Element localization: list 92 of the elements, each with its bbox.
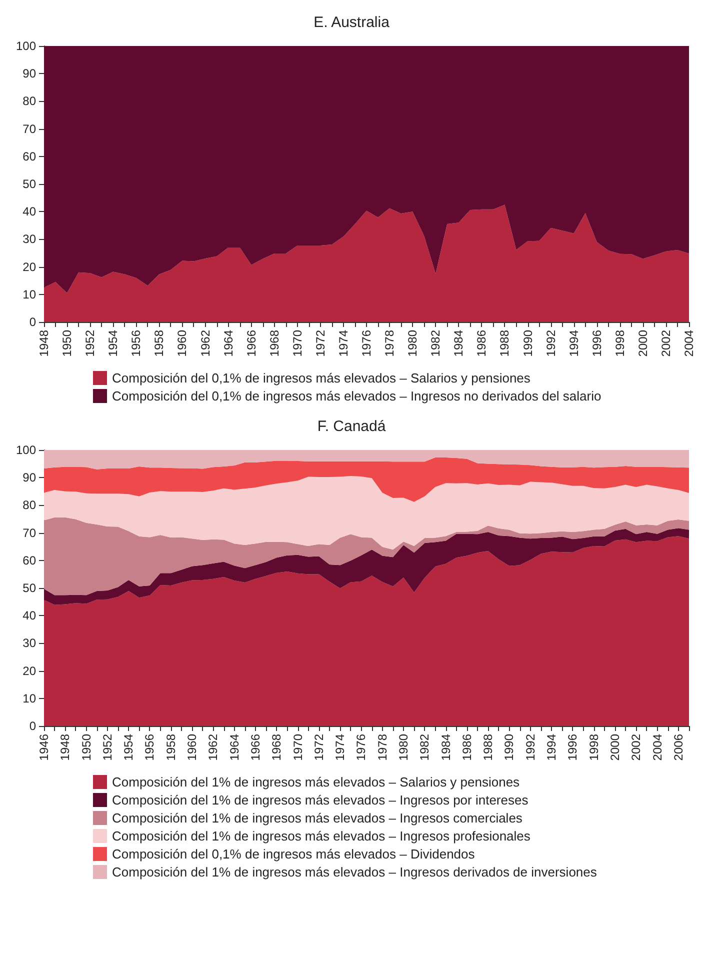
x-tick-label: 1994: [544, 734, 559, 761]
x-tick-label: 1968: [267, 330, 282, 357]
chart-title: F. Canadá: [317, 418, 386, 435]
x-tick-label: 1978: [382, 330, 397, 357]
x-tick-label: 2004: [650, 734, 664, 761]
x-tick-label: 1984: [452, 330, 466, 357]
x-tick-label: 1952: [83, 330, 98, 357]
x-tick-label: 1990: [520, 330, 535, 357]
y-tick-label: 70: [22, 526, 36, 540]
x-tick-label: 1998: [612, 330, 627, 357]
legend-label: Composición del 1% de ingresos más elevados – Salarios y pensiones: [112, 774, 520, 790]
x-tick-label: 1996: [566, 734, 580, 761]
x-tick-label: 1980: [406, 330, 420, 357]
y-tick-label: 60: [22, 553, 36, 568]
x-tick-label: 1948: [58, 734, 72, 761]
x-tick-label: 1992: [523, 734, 538, 761]
legend-label: Composición del 1% de ingresos más elevados – Ingresos comerciales: [112, 810, 523, 826]
x-tick-label: 2002: [629, 734, 644, 761]
x-tick-label: 1950: [79, 734, 94, 761]
y-tick-label: 20: [22, 260, 36, 274]
y-tick-label: 40: [22, 608, 36, 623]
legend-label: Composición del 0,1% de ingresos más elevados – Ingresos no derivados del salario: [112, 388, 602, 404]
y-tick-label: 60: [22, 149, 36, 164]
x-tick-label: 1972: [313, 330, 328, 357]
chart-title: E. Australia: [314, 14, 390, 31]
x-tick-label: 1962: [206, 734, 220, 761]
x-tick-label: 1964: [221, 330, 236, 357]
y-tick-label: 10: [22, 287, 36, 302]
x-tick-label: 1994: [566, 330, 581, 357]
x-tick-label: 1972: [312, 734, 326, 761]
x-tick-label: 1996: [590, 330, 604, 357]
x-tick-label: 1954: [106, 330, 120, 357]
y-tick-label: 30: [22, 232, 36, 246]
y-tick-label: 50: [22, 177, 36, 191]
x-tick-label: 1976: [354, 734, 368, 761]
x-tick-label: 2000: [608, 734, 622, 761]
x-tick-label: 1978: [375, 734, 390, 761]
x-tick-label: 1974: [336, 330, 350, 357]
x-tick-label: 2000: [636, 330, 650, 357]
x-tick-label: 1958: [164, 734, 178, 761]
y-tick-label: 30: [22, 636, 36, 650]
legend-label: Composición del 0,1% de ingresos más elevados – Salarios y pensiones: [112, 370, 531, 386]
x-tick-label: 1954: [122, 734, 136, 761]
x-tick-label: 1956: [142, 734, 157, 761]
x-tick-label: 1986: [460, 734, 474, 761]
x-tick-label: 1960: [175, 330, 190, 357]
legend-label: Composición del 0,1% de ingresos más elevados – Dividendos: [112, 846, 476, 862]
x-tick-label: 2004: [682, 330, 696, 357]
x-tick-label: 1952: [100, 734, 114, 761]
x-tick-label: 1988: [481, 734, 496, 761]
x-tick-label: 1958: [152, 330, 166, 357]
legend-label: Composición del 1% de ingresos más elevados – Ingresos profesionales: [112, 828, 531, 844]
y-tick-label: 100: [16, 443, 36, 457]
y-tick-label: 80: [22, 94, 36, 108]
x-tick-label: 1974: [333, 734, 348, 761]
x-tick-label: 1960: [185, 734, 200, 761]
x-tick-label: 1970: [290, 330, 304, 357]
x-tick-label: 1998: [586, 734, 601, 761]
x-tick-label: 1946: [37, 734, 51, 761]
x-tick-label: 1990: [502, 734, 516, 761]
x-tick-label: 1986: [474, 330, 489, 357]
x-tick-label: 1950: [60, 330, 74, 357]
x-tick-label: 1966: [244, 330, 258, 357]
x-tick-label: 1970: [290, 734, 305, 761]
legend-label: Composición del 1% de ingresos más elevados – Ingresos derivados de inversiones: [112, 864, 598, 880]
x-tick-label: 1982: [418, 734, 432, 761]
x-tick-label: 2006: [671, 734, 686, 761]
x-tick-label: 1964: [227, 734, 242, 761]
x-tick-label: 1980: [396, 734, 411, 761]
x-tick-label: 1948: [37, 330, 51, 357]
x-tick-label: 1988: [498, 330, 512, 357]
y-tick-label: 10: [22, 691, 36, 706]
x-tick-label: 1992: [544, 330, 558, 357]
y-tick-label: 40: [22, 204, 36, 219]
y-tick-label: 90: [22, 470, 36, 485]
y-tick-label: 70: [22, 122, 36, 136]
y-tick-label: 0: [29, 719, 36, 733]
x-tick-label: 1984: [438, 734, 453, 761]
x-tick-label: 1966: [248, 734, 262, 761]
y-tick-label: 50: [22, 581, 36, 595]
legend-label: Composición del 1% de ingresos más elevados – Ingresos por intereses: [112, 792, 529, 808]
x-tick-label: 1956: [129, 330, 144, 357]
y-tick-label: 80: [22, 498, 36, 512]
x-tick-label: 1968: [270, 734, 284, 761]
x-tick-label: 1982: [428, 330, 443, 357]
y-tick-label: 100: [16, 39, 36, 53]
x-tick-label: 1962: [198, 330, 212, 357]
x-tick-label: 1976: [360, 330, 374, 357]
y-tick-label: 90: [22, 66, 36, 81]
x-tick-label: 2002: [658, 330, 673, 357]
y-tick-label: 0: [29, 315, 36, 329]
y-tick-label: 20: [22, 664, 36, 678]
